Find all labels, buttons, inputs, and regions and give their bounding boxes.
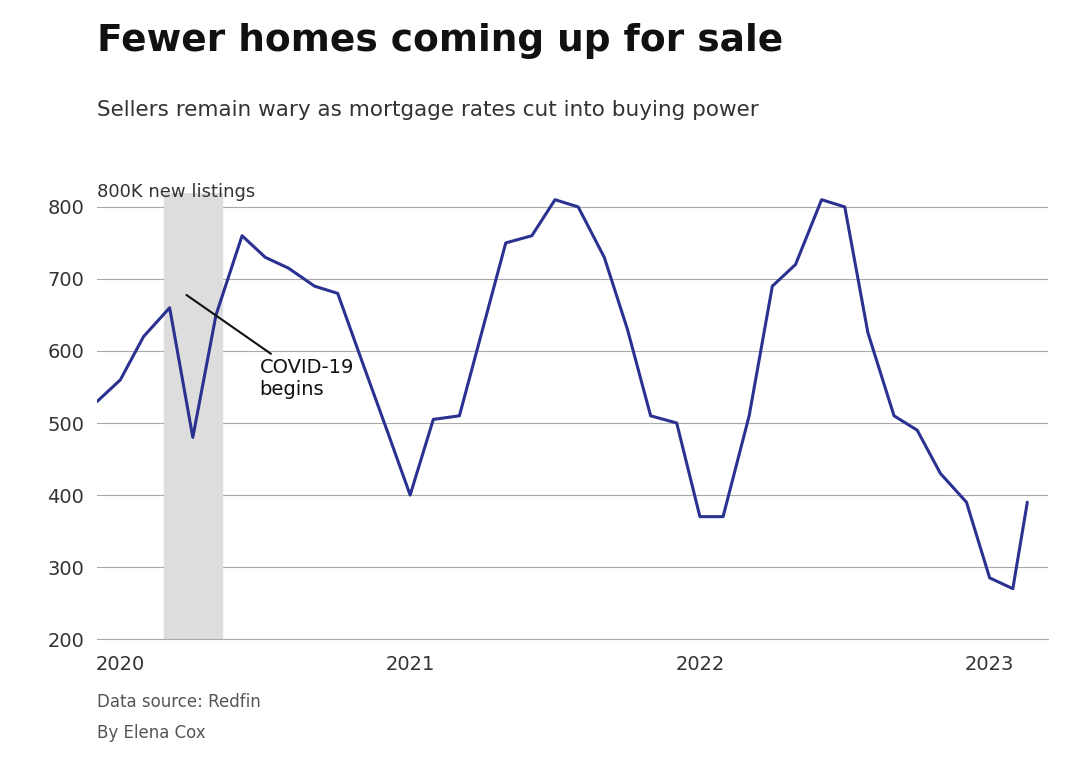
- Text: By Elena Cox: By Elena Cox: [97, 724, 206, 742]
- Text: Sellers remain wary as mortgage rates cut into buying power: Sellers remain wary as mortgage rates cu…: [97, 100, 759, 120]
- Text: COVID-19
begins: COVID-19 begins: [187, 295, 354, 399]
- Text: Fewer homes coming up for sale: Fewer homes coming up for sale: [97, 23, 783, 59]
- Text: 800K new listings: 800K new listings: [97, 183, 256, 201]
- Bar: [164, 192, 221, 639]
- Text: Data source: Redfin: Data source: Redfin: [97, 693, 261, 711]
